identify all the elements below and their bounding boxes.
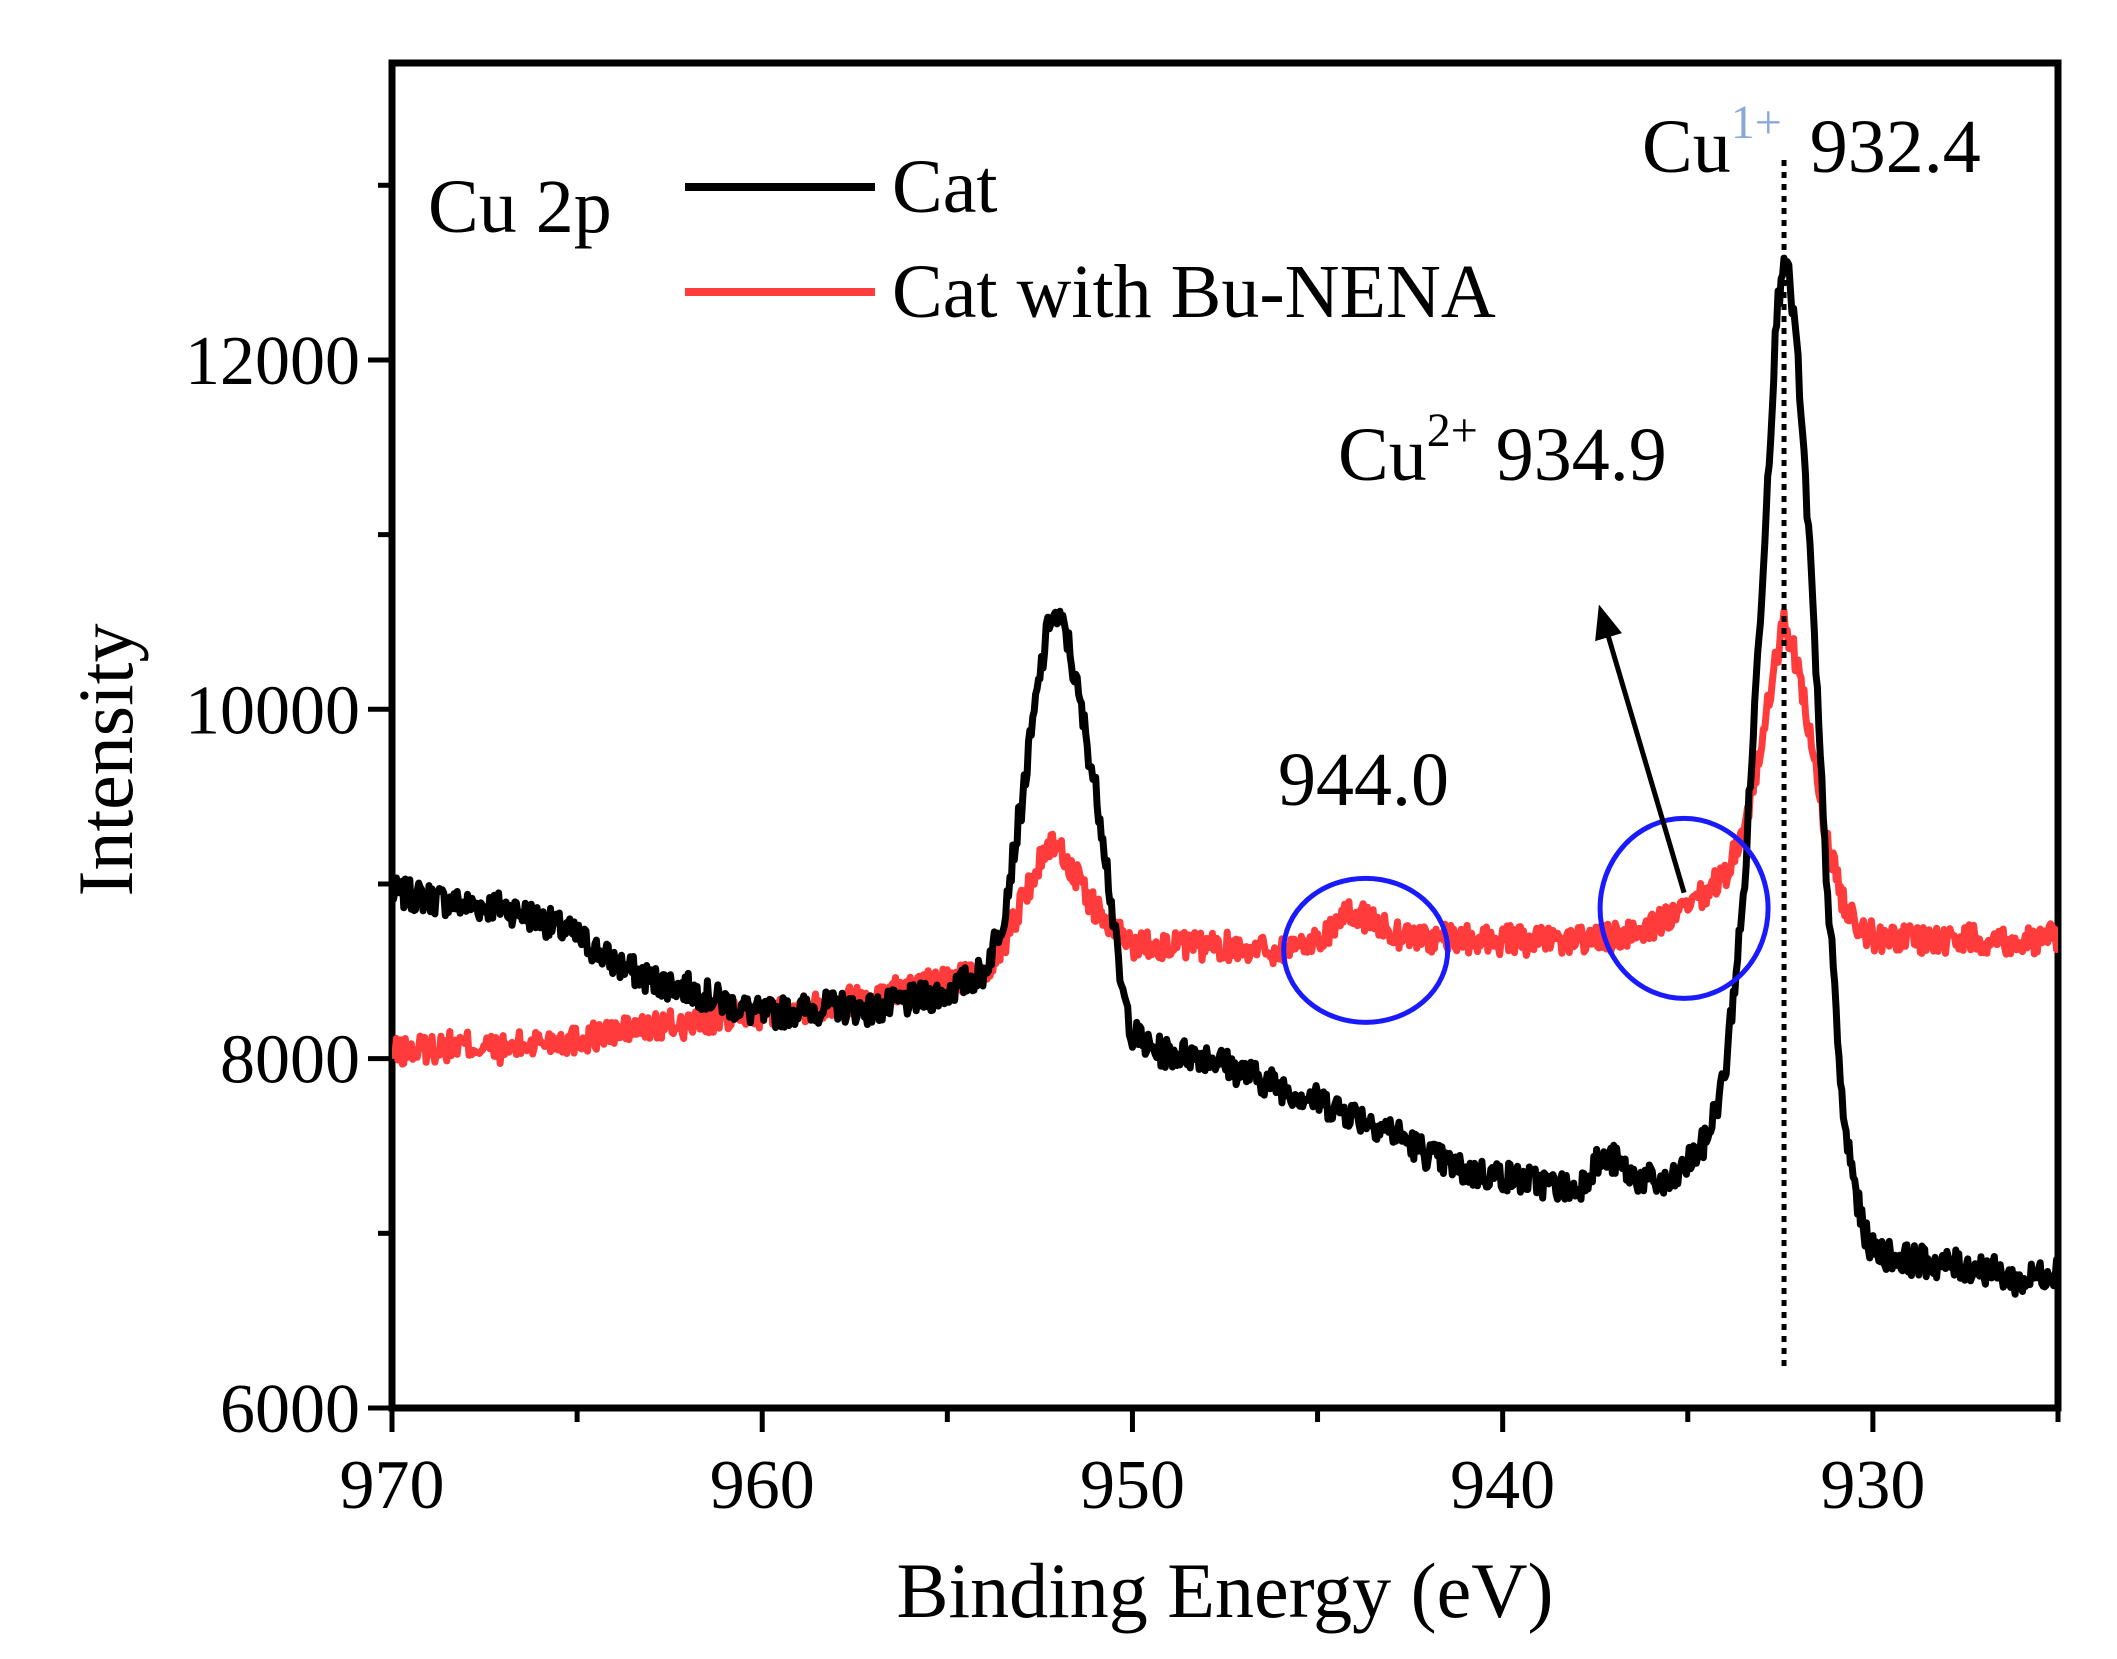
cu2-annotation-value: 934.9 [1496, 413, 1667, 497]
legend: Cat Cat with Bu-NENA [685, 145, 1496, 334]
cu2-arrow-head [1595, 604, 1622, 642]
y-tick-label: 12000 [185, 323, 360, 400]
cu2-annotation-base: Cu [1338, 413, 1427, 497]
satellite-highlight-circle [1281, 875, 1451, 1025]
plot-frame [388, 59, 2062, 1412]
satellite-annotation: 944.0 [1278, 738, 1449, 822]
cu1-annotation: Cu1+ 932.4 [1642, 96, 1981, 189]
y-tick-label: 6000 [220, 1371, 360, 1448]
legend-label-cat: Cat [892, 145, 998, 229]
x-axis-title: Binding Energy (eV) [896, 1547, 1553, 1634]
cu1-annotation-sup: 1+ [1731, 96, 1782, 149]
x-tick-label: 930 [1820, 1447, 1925, 1524]
y-tick-label: 8000 [220, 1022, 360, 1099]
x-tick-label: 970 [340, 1447, 445, 1524]
x-axis-ticks: 970 960 950 940 930 [340, 1408, 2061, 1524]
cu1-annotation-base: Cu [1642, 105, 1731, 189]
cu1-annotation-value: 932.4 [1810, 105, 1981, 189]
y-axis-ticks: 6000 8000 10000 12000 [185, 182, 392, 1448]
x-tick-label: 950 [1080, 1447, 1185, 1524]
series-line-cat [392, 254, 2058, 1298]
y-axis-title: Intensity [62, 624, 149, 897]
cu2-arrow [1604, 629, 1687, 894]
legend-label-cat-with-bu-nena: Cat with Bu-NENA [892, 250, 1496, 334]
panel-label: Cu 2p [428, 165, 612, 249]
x-tick-label: 940 [1450, 1447, 1555, 1524]
cu2-highlight-circle [1597, 815, 1771, 1001]
cu2-annotation-sup: 2+ [1427, 404, 1478, 457]
cu2-annotation: Cu2+ 934.9 [1338, 404, 1667, 497]
series-line-cat-with-bu-nena [392, 607, 2058, 1068]
y-tick-label: 10000 [185, 672, 360, 749]
x-tick-label: 960 [710, 1447, 815, 1524]
